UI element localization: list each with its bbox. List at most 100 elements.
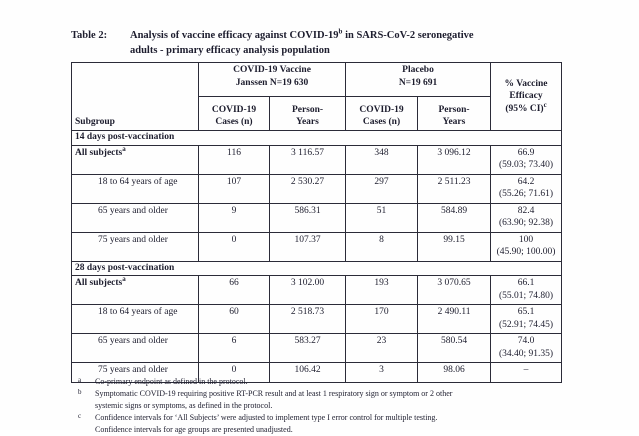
footnote-a-marker: a <box>78 376 82 384</box>
table-row: All subjectsa 66 3 102.00 193 3 070.65 6… <box>71 275 563 306</box>
footnote-c-line2: Confidence intervals for age groups are … <box>95 425 293 434</box>
section-header-row: 28 days post-vaccination <box>70 260 563 277</box>
header-placebo-person-years: Person- Years <box>417 96 492 131</box>
table-row: 65 years and older 9 586.31 51 584.89 82… <box>71 202 563 233</box>
cell-placebo-cases: 8 <box>345 231 419 262</box>
footnotes: a Co-primary endpoint as defined in the … <box>78 376 583 436</box>
efficacy-value: – <box>523 365 529 376</box>
table-title-text: Analysis of vaccine efficacy against COV… <box>130 27 575 58</box>
cell-vaccine-cases: 0 <box>198 231 270 262</box>
header-efficacy-line2: Efficacy <box>509 91 543 102</box>
footnote-b-text: Symptomatic COVID-19 requiring positive … <box>95 388 583 412</box>
efficacy-value: 66.1 <box>517 278 535 289</box>
subgroup-superscript: a <box>122 145 126 153</box>
cell-vaccine-person-years: 2 518.73 <box>268 304 347 335</box>
cell-efficacy: 100 (45.90; 100.00) <box>490 231 563 262</box>
cell-placebo-person-years: 2 511.23 <box>417 173 492 204</box>
header-placebo-py-line2: Years <box>442 117 466 128</box>
table-header-group-row: Subgroup COVID-19 Vaccine Janssen N=19 6… <box>71 62 563 131</box>
footnote-c-text: Confidence intervals for ‘All Subjects’ … <box>95 412 583 436</box>
cell-vaccine-person-years: 106.42 <box>268 362 347 384</box>
subgroup-label: All subjects <box>75 147 123 158</box>
efficacy-value: 74.0 <box>517 336 535 347</box>
header-vaccine-group: COVID-19 Vaccine Janssen N=19 630 <box>197 62 347 97</box>
title-superscript-b: b <box>338 27 343 36</box>
efficacy-ci: (55.26; 71.61) <box>498 189 554 200</box>
cell-placebo-person-years: 584.89 <box>417 202 492 233</box>
header-efficacy-line3: (95% CI)c <box>494 100 558 116</box>
efficacy-value: 100 <box>518 234 534 245</box>
footnote-c: c Confidence intervals for ‘All Subjects… <box>78 412 583 436</box>
header-efficacy-ci: (95% CI) <box>505 103 544 114</box>
cell-vaccine-person-years: 583.27 <box>268 333 347 364</box>
footnote-c-line1: Confidence intervals for ‘All Subjects’ … <box>95 413 438 422</box>
efficacy-value: 65.1 <box>517 307 535 318</box>
header-vaccine-line2: Janssen N=19 630 <box>235 77 309 88</box>
efficacy-value: 66.9 <box>517 147 535 158</box>
header-placebo-line1: Placebo <box>402 65 434 75</box>
table-title-label: Table 2: <box>71 30 108 41</box>
efficacy-value: 82.4 <box>517 205 535 216</box>
cell-placebo-person-years: 3 070.65 <box>417 275 492 306</box>
efficacy-ci: (59.03; 73.40) <box>498 160 554 171</box>
header-efficacy-superscript-c: c <box>543 100 547 109</box>
section-header-row: 14 days post-vaccination <box>70 130 563 146</box>
cell-efficacy: 74.0 (34.40; 91.35) <box>490 333 563 364</box>
cell-vaccine-person-years: 586.31 <box>268 202 347 233</box>
table-title-line2: adults - primary efficacy analysis popul… <box>130 44 330 56</box>
header-vaccine-py-line2: Years <box>296 117 319 128</box>
header-vaccine-line1: COVID-19 Vaccine <box>233 65 311 75</box>
header-vaccine-person-years: Person- Years <box>268 96 347 131</box>
cell-subgroup: 75 years and older <box>71 362 199 384</box>
cell-placebo-cases: 170 <box>345 304 419 335</box>
footnote-a-text: Co-primary endpoint as defined in the pr… <box>95 376 583 388</box>
cell-vaccine-person-years: 3 116.57 <box>268 144 347 175</box>
header-placebo-line2: N=19 691 <box>398 77 438 88</box>
header-placebo-cases-line1: COVID-19 <box>359 104 404 115</box>
header-vaccine-cases-line2: Cases (n) <box>215 117 253 128</box>
table-title-line1: Analysis of vaccine efficacy against COV… <box>130 27 575 44</box>
table-row: All subjectsa 116 3 116.57 348 3 096.12 … <box>71 144 563 175</box>
cell-subgroup: 75 years and older <box>71 231 199 262</box>
section-label-14-days: 14 days post-vaccination <box>70 130 563 146</box>
header-efficacy-line1: % Vaccine <box>504 78 548 89</box>
footnote-b-line1: Symptomatic COVID-19 requiring positive … <box>95 389 453 398</box>
header-placebo-py-line1: Person- <box>438 104 470 115</box>
cell-placebo-cases: 51 <box>345 202 419 233</box>
cell-vaccine-cases: 116 <box>198 144 270 175</box>
header-vaccine-cases: COVID-19 Cases (n) <box>198 96 270 131</box>
table-row: 75 years and older 0 106.42 3 98.06 – <box>71 362 563 384</box>
section-label-28-days: 28 days post-vaccination <box>70 260 563 277</box>
efficacy-ci: (45.90; 100.00) <box>496 247 556 258</box>
header-placebo-cases-line2: Cases (n) <box>362 117 401 128</box>
cell-subgroup: 65 years and older <box>71 333 199 364</box>
footnote-b: b Symptomatic COVID-19 requiring positiv… <box>78 388 583 412</box>
cell-placebo-person-years: 99.15 <box>417 231 492 262</box>
cell-subgroup: All subjectsa <box>71 144 199 175</box>
cell-placebo-person-years: 2 490.11 <box>417 304 492 335</box>
cell-efficacy: 65.1 (52.91; 74.45) <box>490 304 563 335</box>
title-line1-post: in SARS-CoV-2 seronegative <box>342 30 474 41</box>
efficacy-ci: (55.01; 74.80) <box>498 290 554 301</box>
table-row: 65 years and older 6 583.27 23 580.54 74… <box>71 333 563 364</box>
cell-vaccine-cases: 60 <box>198 304 270 335</box>
header-vaccine-cases-line1: COVID-19 <box>211 104 257 115</box>
cell-placebo-person-years: 3 096.12 <box>417 144 492 175</box>
cell-efficacy: 82.4 (63.90; 92.38) <box>490 202 563 233</box>
cell-efficacy: 66.9 (59.03; 73.40) <box>490 144 563 175</box>
efficacy-ci: (34.40; 91.35) <box>498 348 554 359</box>
table-header-sub-row: COVID-19 Cases (n) Person- Years COVID-1… <box>72 96 562 131</box>
cell-vaccine-person-years: 2 530.27 <box>268 173 347 204</box>
header-efficacy: % Vaccine Efficacy (95% CI)c <box>490 62 563 131</box>
cell-vaccine-person-years: 107.37 <box>268 231 347 262</box>
footnote-a: a Co-primary endpoint as defined in the … <box>78 376 583 388</box>
cell-vaccine-cases: 107 <box>198 173 270 204</box>
cell-vaccine-cases: 0 <box>198 362 270 384</box>
subgroup-superscript: a <box>122 275 126 283</box>
cell-placebo-person-years: 98.06 <box>417 362 492 384</box>
header-placebo-group: Placebo N=19 691 <box>345 62 492 97</box>
cell-subgroup: 65 years and older <box>71 202 199 233</box>
efficacy-ci: (52.91; 74.45) <box>498 319 554 330</box>
cell-efficacy: – <box>490 362 563 384</box>
